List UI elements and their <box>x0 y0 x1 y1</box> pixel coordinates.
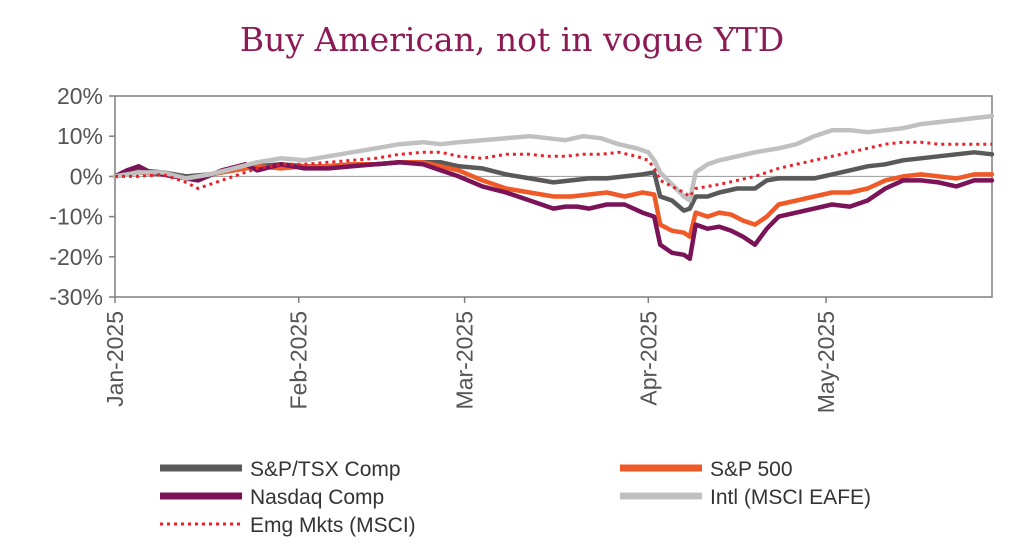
x-tick-label: Jan-2025 <box>102 311 128 407</box>
series-line-3 <box>112 160 995 262</box>
y-tick-label: 10% <box>57 123 103 149</box>
x-tick-label: Mar-2025 <box>452 311 478 409</box>
series-line-2 <box>112 160 995 239</box>
legend-label-1: S&P/TSX Comp <box>250 458 401 481</box>
legend-label-4: Intl (MSCI EAFE) <box>710 486 871 509</box>
series-line-4 <box>112 113 995 203</box>
y-tick-label: -30% <box>49 284 103 310</box>
y-tick-label: -10% <box>49 204 103 230</box>
x-tick-label: May-2025 <box>813 311 839 413</box>
chart-title: Buy American, not in vogue YTD <box>239 20 785 59</box>
legend-label-5: Emg Mkts (MSCI) <box>250 514 416 537</box>
x-tick-label: Feb-2025 <box>286 311 312 409</box>
y-tick-label: -20% <box>49 244 103 270</box>
y-tick-label: 0% <box>70 163 103 189</box>
y-tick-label: 20% <box>57 83 103 109</box>
legend-label-3: Nasdaq Comp <box>250 486 384 509</box>
x-tick-label: Apr-2025 <box>635 311 661 406</box>
legend-label-2: S&P 500 <box>710 458 793 481</box>
plot-frame <box>114 95 993 298</box>
